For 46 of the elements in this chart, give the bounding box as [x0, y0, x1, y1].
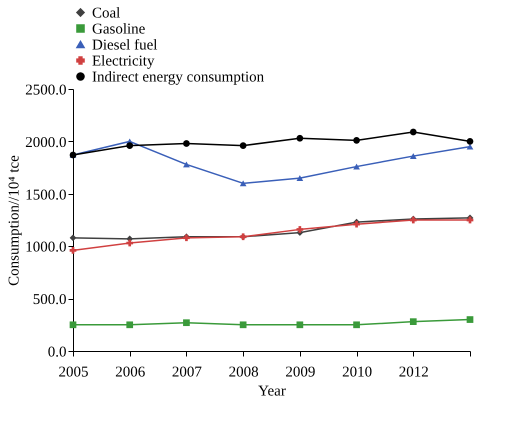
x-tick-label: 2012 — [398, 364, 429, 380]
point — [353, 164, 360, 170]
legend-label: Indirect energy consumption — [92, 70, 265, 86]
point — [353, 137, 360, 144]
y-tick-label: 500.0 — [32, 292, 66, 308]
x-tick-label: 2005 — [58, 364, 88, 380]
x-tick-label: 2008 — [228, 364, 259, 380]
point — [296, 175, 304, 181]
x-tick-label: 2006 — [115, 364, 146, 380]
point — [410, 153, 417, 159]
point — [183, 319, 190, 326]
point — [466, 316, 474, 323]
point — [240, 142, 246, 149]
x-tick-label: 2009 — [285, 364, 316, 380]
point — [70, 321, 76, 328]
point — [240, 180, 246, 186]
x-axis-title: Year — [258, 384, 286, 400]
point — [410, 318, 417, 326]
y-tick-label: 0.0 — [48, 344, 66, 360]
point — [296, 321, 304, 328]
point — [126, 240, 134, 246]
point — [70, 234, 76, 242]
legend-label: Coal — [92, 6, 120, 22]
point — [410, 128, 417, 136]
point — [466, 144, 474, 150]
y-tick-label: 2500.0 — [25, 82, 66, 98]
y-axis-title: Consumption//10⁴ tce — [6, 154, 22, 286]
y-tick-label: 2000.0 — [25, 134, 66, 151]
point — [70, 247, 76, 254]
y-tick-label: 1000.0 — [25, 240, 66, 256]
point — [126, 321, 134, 328]
point — [353, 220, 360, 228]
y-tick-label: 1500.0 — [25, 187, 66, 204]
x-tick-label: 2007 — [172, 364, 202, 380]
point — [296, 226, 304, 233]
legend-label: Diesel fuel — [92, 38, 158, 54]
point — [126, 142, 134, 149]
point — [353, 321, 360, 328]
point — [183, 140, 190, 147]
legend-label: Electricity — [92, 54, 155, 70]
point — [240, 321, 246, 328]
point — [296, 134, 304, 142]
x-tick-label: 2010 — [342, 364, 372, 380]
point — [183, 162, 190, 168]
legend-label: Gasoline — [92, 22, 146, 38]
point — [466, 138, 474, 145]
